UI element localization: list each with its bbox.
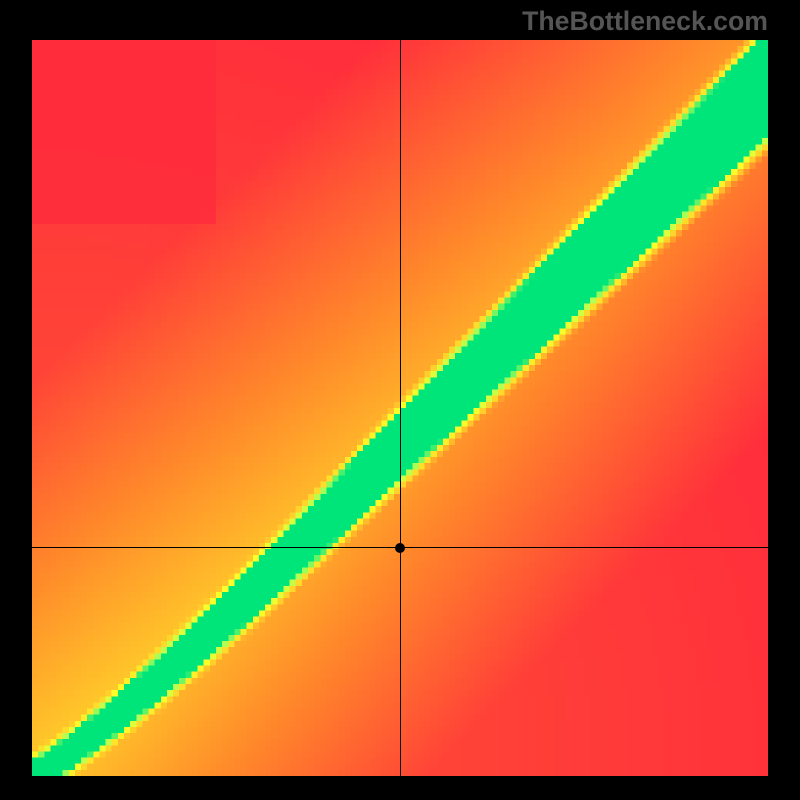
watermark-text: TheBottleneck.com [522, 6, 768, 37]
crosshair-marker-dot [395, 543, 405, 553]
crosshair-vertical [400, 40, 401, 776]
chart-container: TheBottleneck.com [0, 0, 800, 800]
